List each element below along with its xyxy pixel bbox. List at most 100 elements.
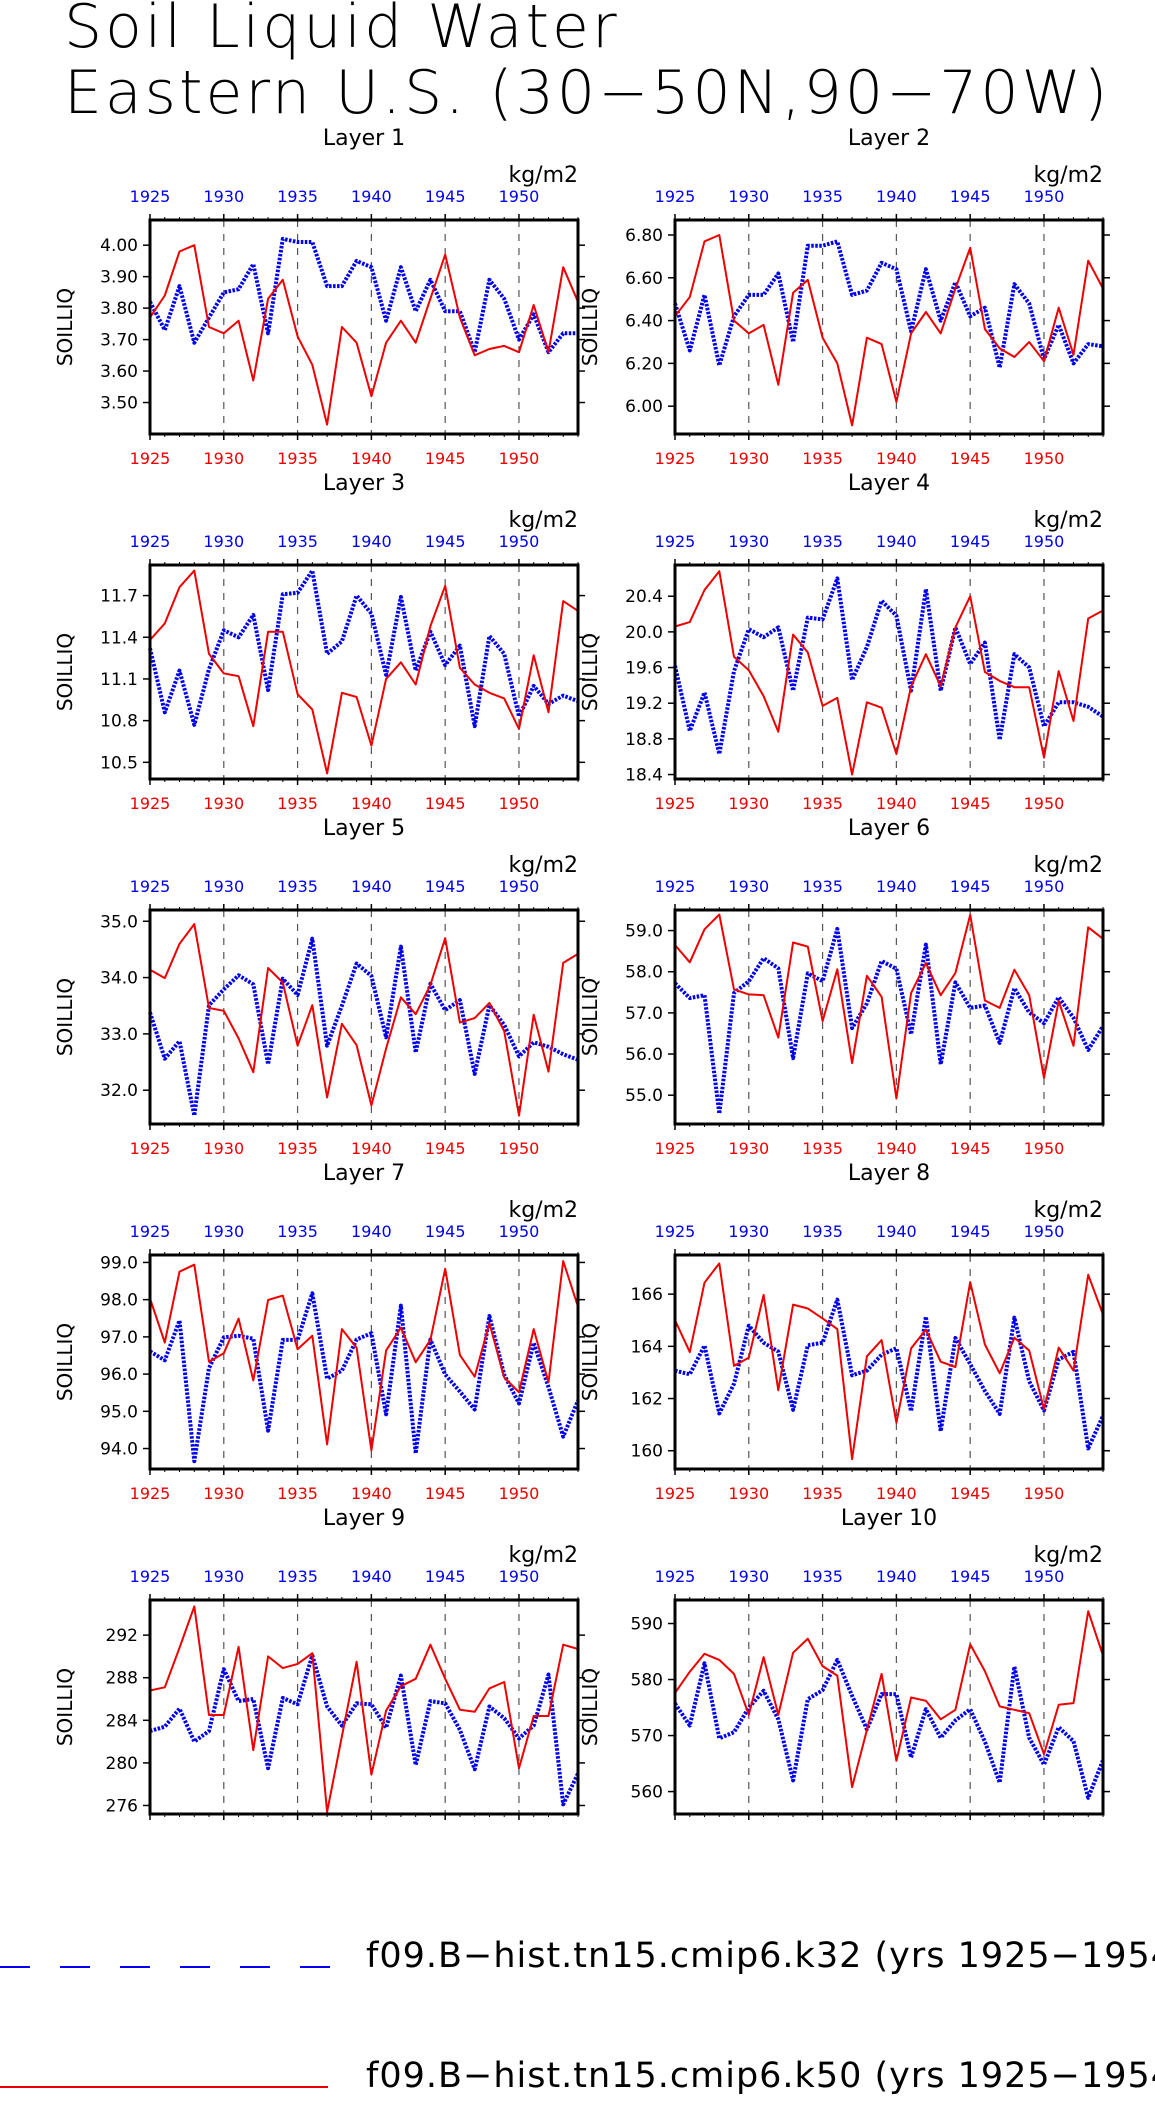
chart-panel-3: Layer 3 kg/m2 1925 1925 1930 1930 1935 1935 1940… <box>53 471 585 813</box>
top-xtick-label: 1930 <box>203 187 244 206</box>
plot-frame <box>673 908 1105 1126</box>
top-xtick-label: 1935 <box>802 1222 843 1241</box>
series-line-k32 <box>674 1297 1105 1451</box>
units-label: kg/m2 <box>1033 1198 1103 1223</box>
top-xtick-label: 1940 <box>876 877 917 896</box>
series-line-k32 <box>673 576 1105 756</box>
top-xtick-label: 1945 <box>950 532 991 551</box>
bottom-xtick-label: 1940 <box>876 1829 917 1830</box>
top-xtick-label: 1950 <box>1024 187 1065 206</box>
chart-panel-6: Layer 6 kg/m2 1925 1925 1930 1930 1935 1935 1940… <box>578 816 1110 1158</box>
y-axis-label: SOILLIQ <box>53 1668 77 1746</box>
plot-frame <box>148 218 580 436</box>
charts-panel: Layer 1 kg/m2 1925 1925 1930 1930 1935 1935 1940… <box>53 126 1110 1830</box>
top-xtick-label: 1925 <box>655 532 696 551</box>
top-xtick-label: 1950 <box>1024 1222 1065 1241</box>
title-line-1: Soil Liquid Water <box>64 0 620 62</box>
bottom-xtick-label: 1945 <box>425 1829 466 1830</box>
ytick-label: 19.2 <box>625 694 663 714</box>
top-xtick-label: 1925 <box>130 1567 171 1586</box>
ytick-label: 55.0 <box>625 1086 663 1106</box>
top-xtick-label: 1940 <box>876 187 917 206</box>
ytick-label: 18.4 <box>625 766 663 786</box>
bottom-xtick-label: 1925 <box>655 794 696 813</box>
bottom-xtick-label: 1950 <box>1024 794 1065 813</box>
chart-title: Layer 6 <box>848 816 930 841</box>
top-xtick-label: 1945 <box>425 1222 466 1241</box>
series-line-k50 <box>149 1605 579 1813</box>
ytick-label: 11.7 <box>100 587 138 607</box>
top-xtick-label: 1950 <box>1024 1567 1065 1586</box>
ytick-label: 6.60 <box>625 269 663 289</box>
top-xtick-label: 1950 <box>1024 877 1065 896</box>
series-line-k50 <box>674 1610 1104 1789</box>
ytick-label: 580 <box>631 1671 663 1691</box>
ytick-label: 58.0 <box>625 963 663 983</box>
ytick-label: 570 <box>631 1727 663 1747</box>
title-line-2: Eastern U.S. (30−50N,90−70W) <box>64 58 1111 128</box>
chart-title: Layer 4 <box>848 471 930 496</box>
ytick-label: 292 <box>106 1626 138 1646</box>
ytick-label: 99.0 <box>100 1253 138 1273</box>
ytick-label: 20.0 <box>625 623 663 643</box>
chart-panel-4: Layer 4 kg/m2 1925 1925 1930 1930 1935 1935 1940… <box>578 471 1110 813</box>
bottom-xtick-label: 1925 <box>130 1484 171 1503</box>
bottom-xtick-label: 1935 <box>802 794 843 813</box>
chart-panel-9: Layer 9 kg/m2 1925 1925 1930 1930 1935 1935 1940… <box>53 1506 585 1830</box>
ytick-label: 19.6 <box>625 659 663 679</box>
top-xtick-label: 1930 <box>728 187 769 206</box>
plot-frame <box>673 1253 1105 1471</box>
plot-frame <box>148 563 580 781</box>
ytick-label: 97.0 <box>100 1328 138 1348</box>
y-axis-label: SOILLIQ <box>578 633 602 711</box>
chart-panel-8: Layer 8 kg/m2 1925 1925 1930 1930 1935 1935 1940… <box>578 1161 1110 1503</box>
bottom-xtick-label: 1945 <box>425 449 466 468</box>
top-xtick-label: 1940 <box>876 532 917 551</box>
bottom-xtick-label: 1940 <box>876 794 917 813</box>
y-axis-label: SOILLIQ <box>53 978 77 1056</box>
bottom-xtick-label: 1935 <box>802 1829 843 1830</box>
top-xtick-label: 1930 <box>728 877 769 896</box>
top-xtick-label: 1940 <box>351 1567 392 1586</box>
chart-title: Layer 3 <box>323 471 405 496</box>
bottom-xtick-label: 1950 <box>499 1829 540 1830</box>
legend-line-k32 <box>0 1966 330 1968</box>
top-xtick-label: 1930 <box>203 1567 244 1586</box>
top-xtick-label: 1925 <box>655 1222 696 1241</box>
top-xtick-label: 1940 <box>876 1222 917 1241</box>
bottom-xtick-label: 1935 <box>802 449 843 468</box>
series-line-k32 <box>149 1653 580 1807</box>
bottom-xtick-label: 1935 <box>277 1484 318 1503</box>
bottom-xtick-label: 1935 <box>277 1139 318 1158</box>
ytick-label: 10.8 <box>100 712 138 732</box>
bottom-xtick-label: 1925 <box>130 794 171 813</box>
series-line-k50 <box>149 1260 579 1452</box>
ytick-label: 560 <box>631 1783 663 1803</box>
y-axis-label: SOILLIQ <box>578 288 602 366</box>
top-xtick-label: 1940 <box>351 187 392 206</box>
y-axis-label: SOILLIQ <box>578 1668 602 1746</box>
chart-panel-10: Layer 10 kg/m2 1925 1925 1930 1930 1935 1935 194… <box>578 1506 1110 1830</box>
ytick-label: 276 <box>106 1796 138 1816</box>
units-label: kg/m2 <box>508 853 578 878</box>
series-line-k50 <box>674 1262 1104 1461</box>
y-axis-label: SOILLIQ <box>53 1323 77 1401</box>
ytick-label: 6.00 <box>625 397 663 417</box>
chart-title: Layer 5 <box>323 816 405 841</box>
top-xtick-label: 1945 <box>950 1567 991 1586</box>
plot-frame <box>148 1253 580 1471</box>
ytick-label: 57.0 <box>625 1004 663 1024</box>
bottom-xtick-label: 1940 <box>351 794 392 813</box>
top-xtick-label: 1935 <box>277 532 318 551</box>
bottom-xtick-label: 1925 <box>655 1484 696 1503</box>
chart-panel-5: Layer 5 kg/m2 1925 1925 1930 1930 1935 1935 1940… <box>53 816 585 1158</box>
ytick-label: 98.0 <box>100 1291 138 1311</box>
series-line-k50 <box>149 923 579 1117</box>
units-label: kg/m2 <box>1033 853 1103 878</box>
series-line-k50 <box>674 913 1104 1100</box>
bottom-xtick-label: 1940 <box>876 1139 917 1158</box>
bottom-xtick-label: 1935 <box>277 1829 318 1830</box>
ytick-label: 94.0 <box>100 1440 138 1460</box>
y-axis-label: SOILLIQ <box>578 1323 602 1401</box>
top-xtick-label: 1925 <box>130 1222 171 1241</box>
